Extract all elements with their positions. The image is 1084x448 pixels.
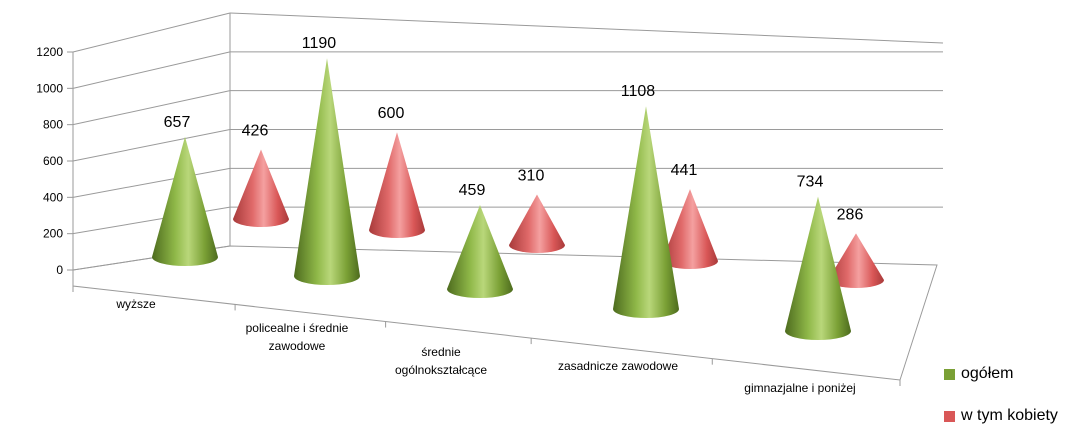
x-tick-label: zasadnicze zawodowe: [558, 359, 678, 373]
data-label-ogolem: 459: [459, 182, 486, 199]
data-label-kobiety: 441: [671, 162, 698, 179]
gridline: [229, 12, 944, 44]
gridline-side: [72, 12, 231, 53]
data-label-kobiety: 286: [837, 206, 864, 223]
legend-swatch-kobiety: [944, 410, 955, 422]
data-label-ogolem: 1108: [621, 83, 656, 100]
y-tick-label: 1200: [36, 45, 63, 59]
legend-item-kobiety: w tym kobiety: [944, 406, 1058, 426]
gridline-side: [72, 167, 231, 198]
x-tick-label: średnie: [421, 345, 461, 359]
cone-ogolem: [447, 205, 513, 298]
data-label-ogolem: 657: [164, 114, 191, 131]
x-tick-label: wyższe: [115, 297, 156, 311]
cone-kobiety: [509, 194, 565, 253]
cone-ogolem: [152, 136, 218, 266]
x-tick-label: policealne i średnie: [246, 321, 349, 335]
y-tick-label: 600: [43, 154, 63, 168]
y-tick-label: 1000: [36, 81, 63, 95]
cone-kobiety: [828, 233, 884, 288]
gridline-side: [72, 129, 231, 162]
y-tick-label: 200: [43, 227, 63, 241]
plot-area: [152, 58, 884, 340]
data-label-ogolem: 1190: [302, 35, 337, 52]
data-label-ogolem: 734: [797, 174, 824, 191]
data-labels: 426 600 310 441 286 657 1190 459 1108 734: [164, 35, 864, 223]
cone-kobiety: [233, 149, 289, 227]
chart: 0 200 400 600 800 1000 1200 wyższe policealne i…: [36, 12, 944, 395]
x-tick-label: ogólnokształcące: [395, 363, 487, 377]
cone-ogolem: [613, 106, 679, 319]
legend-label-ogolem: ogółem: [961, 365, 1014, 382]
data-label-kobiety: 600: [378, 105, 405, 122]
x-axis: wyższe policealne i średnie zawodowe średni…: [115, 297, 855, 395]
legend: ogółem w tym kobiety: [944, 364, 1058, 448]
gridline-side: [72, 51, 231, 89]
y-tick-label: 400: [43, 190, 63, 204]
legend-item-ogolem: ogółem: [944, 364, 1058, 384]
legend-swatch-ogolem: [944, 368, 955, 380]
gridline-side: [72, 90, 231, 126]
y-tick-label: 800: [43, 118, 63, 132]
cone-ogolem: [294, 58, 360, 286]
data-label-kobiety: 426: [242, 123, 269, 140]
cone-ogolem: [785, 196, 851, 340]
y-axis: 0 200 400 600 800 1000 1200: [36, 45, 73, 277]
x-tick-label: zawodowe: [269, 339, 326, 353]
x-tick-label: gimnazjalne i poniżej: [744, 381, 855, 395]
cone-kobiety: [662, 189, 718, 269]
cone-kobiety: [369, 132, 425, 238]
legend-label-kobiety: w tym kobiety: [961, 407, 1058, 424]
y-tick-label: 0: [56, 263, 63, 277]
data-label-kobiety: 310: [518, 167, 545, 184]
